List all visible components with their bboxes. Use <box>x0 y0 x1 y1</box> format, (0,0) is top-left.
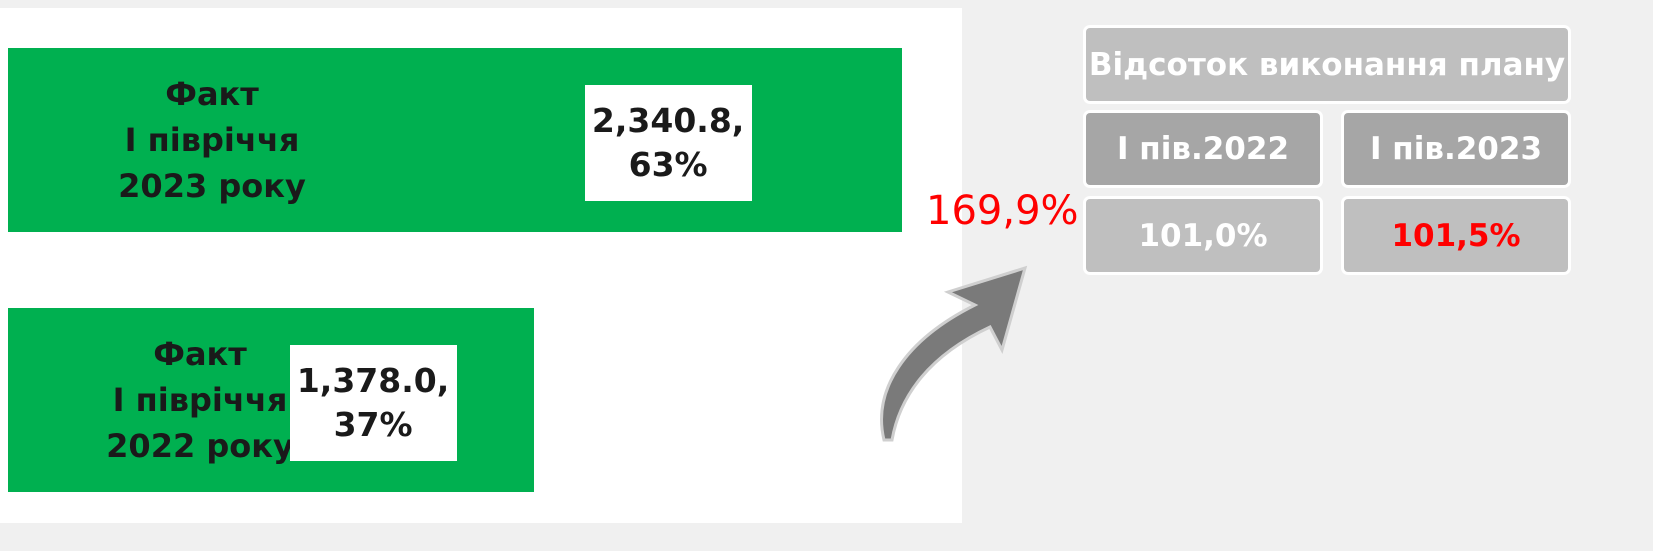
value-label-box: 1,378.0,37% <box>290 345 457 461</box>
growth-arrow <box>882 268 1025 440</box>
category-label: Факт І півріччя 2023 року <box>62 71 362 209</box>
share-label: 63% <box>629 143 708 187</box>
table-title: Відсоток виконання плану <box>1086 28 1568 101</box>
value-label: 1,378.0, <box>297 359 449 403</box>
share-label: 37% <box>334 403 413 447</box>
table-header: І пів.2022 <box>1086 113 1320 185</box>
value-label: 2,340.8, <box>592 99 744 143</box>
table-cell: 101,0% <box>1086 199 1320 272</box>
page: 169,9% Відсоток виконання плану І пів.20… <box>0 0 1653 551</box>
value-label-box: 2,340.8,63% <box>585 85 752 201</box>
table-header: І пів.2023 <box>1344 113 1568 185</box>
growth-label: 169,9% <box>926 188 1079 234</box>
table-cell: 101,5% <box>1344 199 1568 272</box>
